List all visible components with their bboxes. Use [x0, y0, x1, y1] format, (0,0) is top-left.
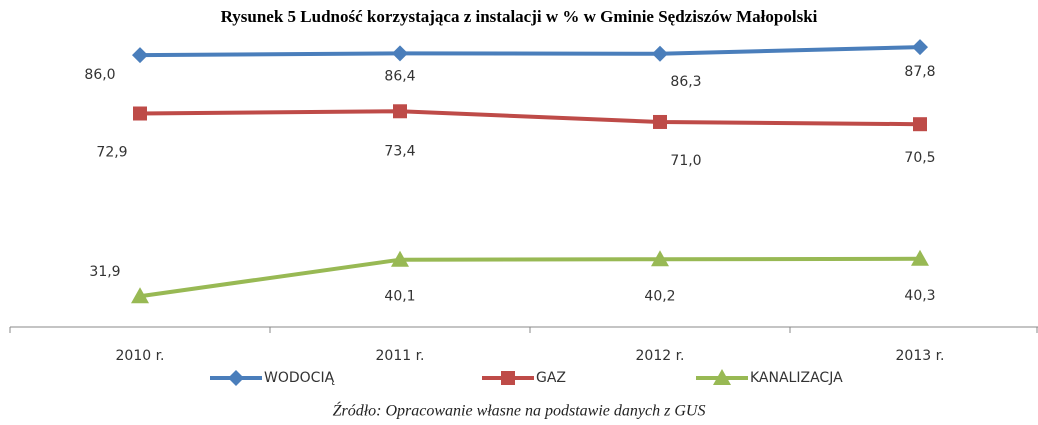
data-label: 73,4 — [384, 143, 415, 159]
data-label: 86,4 — [384, 68, 415, 84]
series-line — [139, 109, 921, 127]
legend-label: WODOCIĄ — [264, 370, 335, 386]
data-point — [392, 45, 408, 62]
x-tick-label: 2010 r. — [116, 348, 165, 364]
data-point — [911, 249, 929, 266]
data-point — [652, 45, 668, 62]
data-label: 70,5 — [904, 150, 935, 166]
chart-title: Rysunek 5 Ludność korzystająca z instala… — [221, 7, 818, 26]
data-point — [651, 250, 669, 267]
data-point — [391, 250, 409, 267]
data-label: 31,9 — [89, 264, 120, 280]
source-note: Źródło: Opracowanie własne na podstawie … — [333, 401, 706, 420]
x-tick-label: 2013 r. — [896, 348, 945, 364]
data-label: 87,8 — [904, 64, 935, 80]
legend-marker — [713, 369, 731, 385]
series-line — [139, 256, 921, 299]
legend-label: GAZ — [536, 370, 566, 386]
x-tick-label: 2011 r. — [376, 348, 425, 364]
legend-marker — [501, 371, 515, 385]
data-label: 86,0 — [84, 67, 115, 83]
legend-label: KANALIZACJA — [750, 370, 843, 386]
data-label: 72,9 — [96, 145, 127, 161]
data-point — [393, 104, 407, 119]
data-point — [912, 39, 928, 56]
x-tick-label: 2012 r. — [636, 348, 685, 364]
series-line — [139, 45, 921, 58]
data-point — [913, 117, 927, 132]
legend-marker — [228, 370, 244, 386]
data-point — [132, 47, 148, 64]
data-label: 40,2 — [644, 288, 675, 304]
data-point — [133, 106, 147, 121]
data-label: 71,0 — [670, 153, 701, 169]
data-point — [653, 114, 667, 129]
data-label: 86,3 — [670, 74, 701, 90]
data-label: 40,3 — [904, 288, 935, 304]
data-point — [131, 287, 149, 304]
data-label: 40,1 — [384, 289, 415, 305]
